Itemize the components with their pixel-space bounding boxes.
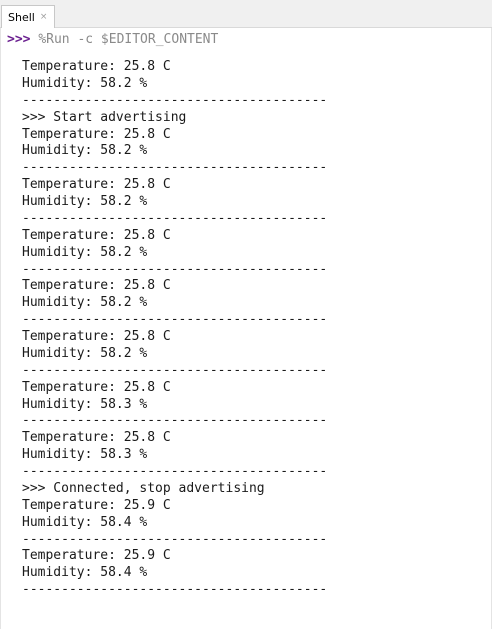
console-line: --------------------------------------- (22, 261, 328, 277)
console-line: Humidity: 58.2 % (22, 295, 148, 311)
console-line: --------------------------------------- (22, 413, 328, 429)
console-line: Temperature: 25.8 C (22, 329, 171, 344)
console-line: --------------------------------------- (22, 210, 328, 226)
console-line: Humidity: 58.3 % (22, 447, 148, 463)
console-line: Humidity: 58.4 % (22, 514, 148, 530)
shell-console[interactable]: >>> %Run -c $EDITOR_CONTENT Temperature:… (0, 28, 492, 629)
console-line: Temperature: 25.8 C (22, 379, 171, 395)
command-line: >>> %Run -c $EDITOR_CONTENT (7, 31, 218, 48)
console-line: --------------------------------------- (22, 362, 328, 378)
console-line: Humidity: 58.4 % (22, 565, 148, 581)
prompt-symbol: >>> (7, 32, 31, 47)
console-line: Temperature: 25.9 C (22, 548, 171, 564)
console-line: --------------------------------------- (22, 531, 328, 547)
tab-shell[interactable]: Shell × (1, 5, 56, 28)
console-line: >>> Connected, stop advertising (22, 480, 265, 496)
close-icon[interactable]: × (39, 11, 48, 22)
console-line: Temperature: 25.8 C (22, 227, 171, 243)
console-line: >>> Start advertising (22, 109, 187, 125)
console-line: Temperature: 25.8 C (22, 59, 171, 74)
console-line: Temperature: 25.8 C (22, 126, 171, 142)
console-line: Humidity: 58.2 % (22, 143, 148, 159)
console-line: --------------------------------------- (22, 582, 328, 598)
console-line: Humidity: 58.2 % (22, 345, 148, 361)
console-output: Temperature: 25.8 C Humidity: 58.2 % -----… (22, 59, 327, 599)
run-command: %Run -c $EDITOR_CONTENT (38, 32, 219, 47)
tab-shell-label: Shell (8, 10, 35, 24)
console-line: Temperature: 25.8 C (22, 278, 171, 294)
console-line: --------------------------------------- (22, 312, 328, 328)
console-line: Humidity: 58.2 % (22, 75, 148, 91)
console-line: Humidity: 58.2 % (22, 244, 148, 260)
console-line: Temperature: 25.9 C (22, 497, 171, 513)
console-line: Temperature: 25.8 C (22, 430, 171, 446)
console-line: --------------------------------------- (22, 464, 328, 479)
console-line: Humidity: 58.2 % (22, 194, 148, 209)
console-line: --------------------------------------- (22, 160, 328, 176)
tab-bar: Shell × (0, 0, 492, 28)
console-line: Humidity: 58.3 % (22, 396, 148, 412)
console-line: Temperature: 25.8 C (22, 177, 171, 193)
console-line: --------------------------------------- (22, 92, 328, 108)
